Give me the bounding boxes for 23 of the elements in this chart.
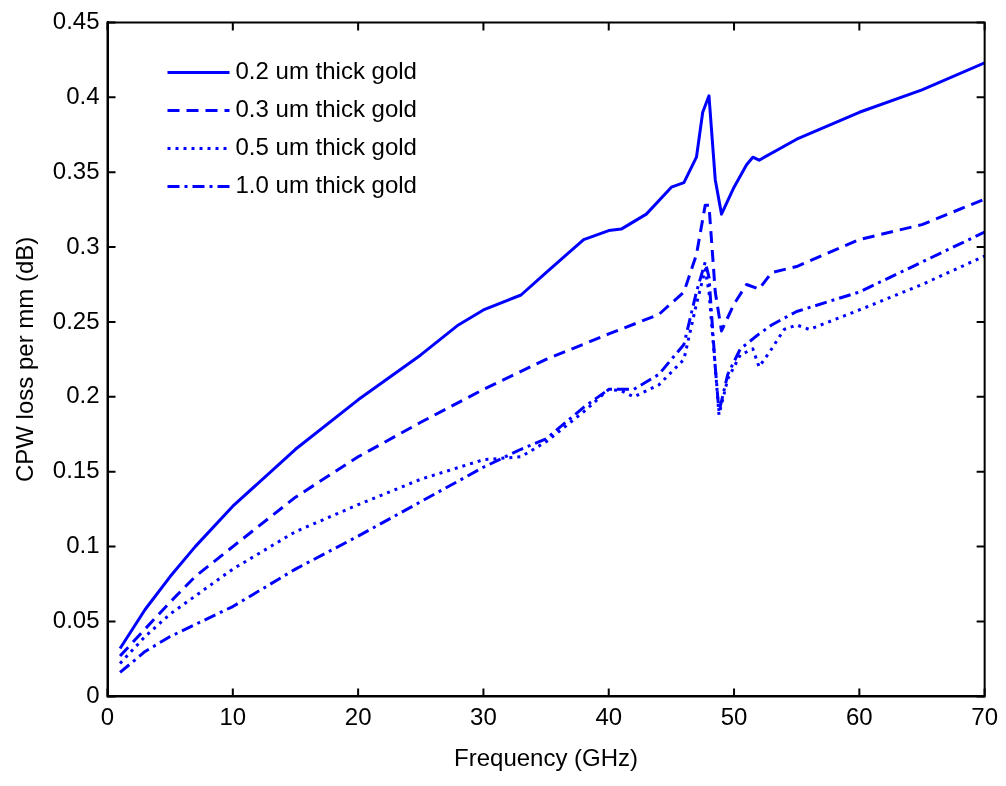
y-tick-label: 0.1 <box>66 531 100 559</box>
x-tick-label: 60 <box>845 703 873 731</box>
legend-label: 0.2 um thick gold <box>235 57 417 85</box>
legend-label: 0.3 um thick gold <box>235 95 417 123</box>
y-tick-label: 0.25 <box>52 306 100 334</box>
y-tick-label: 0.3 <box>66 231 100 259</box>
legend-label: 1.0 um thick gold <box>235 171 417 199</box>
x-tick-label: 50 <box>720 703 748 731</box>
legend-label: 0.5 um thick gold <box>235 133 417 161</box>
x-tick-label: 40 <box>595 703 623 731</box>
y-axis-title: CPW loss per mm (dB) <box>11 236 39 483</box>
y-tick-label: 0.2 <box>66 381 100 409</box>
y-tick-label: 0.35 <box>52 156 100 184</box>
y-tick-label: 0.05 <box>52 606 100 634</box>
y-tick-label: 0.15 <box>52 456 100 484</box>
y-tick-label: 0.4 <box>66 81 100 109</box>
x-tick-label: 30 <box>470 703 497 731</box>
x-tick-label: 70 <box>971 703 998 731</box>
x-tick-label: 20 <box>344 703 372 731</box>
x-tick-label: 10 <box>219 703 247 731</box>
y-tick-label: 0 <box>86 681 100 709</box>
y-tick-label: 0.45 <box>52 7 100 35</box>
x-axis-title: Frequency (GHz) <box>454 744 639 772</box>
